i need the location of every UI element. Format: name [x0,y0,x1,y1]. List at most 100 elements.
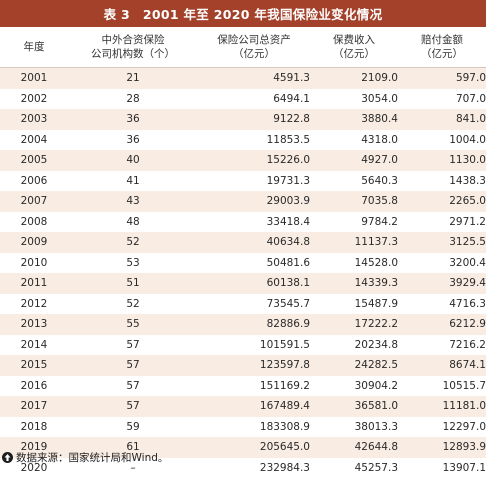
document-root: 表 3 2001 年至 2020 年我国保险业变化情况 年度 中外合资保险公司机… [0,0,486,465]
cell-total-assets: 4591.3 [198,68,310,89]
cell-claims-paid: 7216.2 [398,335,486,356]
cell-year: 2008 [0,212,68,233]
cell-year: 2003 [0,109,68,130]
cell-total-assets: 29003.9 [198,191,310,212]
cell-total-assets: 40634.8 [198,232,310,253]
cell-claims-paid: 12893.9 [398,437,486,458]
cell-jv-insurers: 36 [68,130,198,151]
cell-premium-income: 4927.0 [310,150,398,171]
cell-jv-insurers: 36 [68,109,198,130]
cell-jv-insurers: 48 [68,212,198,233]
cell-jv-insurers: 51 [68,273,198,294]
cell-total-assets: 9122.8 [198,109,310,130]
cell-claims-paid: 11181.0 [398,396,486,417]
cell-premium-income: 30904.2 [310,376,398,397]
cell-total-assets: 151169.2 [198,376,310,397]
cell-claims-paid: 2971.2 [398,212,486,233]
cell-year: 2013 [0,314,68,335]
cell-total-assets: 82886.9 [198,314,310,335]
cell-total-assets: 232984.3 [198,458,310,478]
cell-premium-income: 3054.0 [310,89,398,110]
cell-year: 2012 [0,294,68,315]
cell-premium-income: 3880.4 [310,109,398,130]
cell-jv-insurers: 52 [68,294,198,315]
cell-year: 2007 [0,191,68,212]
cell-jv-insurers: 53 [68,253,198,274]
cell-year: 2009 [0,232,68,253]
cell-jv-insurers: 57 [68,396,198,417]
cell-total-assets: 11853.5 [198,130,310,151]
cell-year: 2004 [0,130,68,151]
cell-year: 2001 [0,68,68,89]
cell-claims-paid: 13907.1 [398,458,486,478]
cell-premium-income: 45257.3 [310,458,398,478]
cell-total-assets: 33418.4 [198,212,310,233]
cell-claims-paid: 2265.0 [398,191,486,212]
up-arrow-circle-icon [2,452,13,463]
cell-claims-paid: 3200.4 [398,253,486,274]
cell-premium-income: 4318.0 [310,130,398,151]
cell-jv-insurers: 28 [68,89,198,110]
cell-claims-paid: 597.0 [398,68,486,89]
cell-jv-insurers: 57 [68,355,198,376]
cell-total-assets: 19731.3 [198,171,310,192]
cell-total-assets: 123597.8 [198,355,310,376]
cell-premium-income: 11137.3 [310,232,398,253]
cell-jv-insurers: 59 [68,417,198,438]
cell-jv-insurers: 41 [68,171,198,192]
cell-premium-income: 24282.5 [310,355,398,376]
cell-claims-paid: 6212.9 [398,314,486,335]
cell-premium-income: 36581.0 [310,396,398,417]
cell-claims-paid: 10515.7 [398,376,486,397]
cell-year: 2010 [0,253,68,274]
insurance-table: 年度 中外合资保险公司机构数（个） 保险公司总资产（亿元） 保费收入（亿元） 赔… [0,27,486,478]
cell-total-assets: 73545.7 [198,294,310,315]
cell-year: 2005 [0,150,68,171]
cell-total-assets: 183308.9 [198,417,310,438]
cell-total-assets: 101591.5 [198,335,310,356]
cell-claims-paid: 707.0 [398,89,486,110]
cell-jv-insurers: 57 [68,376,198,397]
cell-claims-paid: 4716.3 [398,294,486,315]
cell-premium-income: 14339.3 [310,273,398,294]
cell-claims-paid: 3125.5 [398,232,486,253]
cell-jv-insurers: 40 [68,150,198,171]
cell-total-assets: 15226.0 [198,150,310,171]
cell-premium-income: 42644.8 [310,437,398,458]
cell-jv-insurers: 52 [68,232,198,253]
cell-jv-insurers: 55 [68,314,198,335]
header-year: 年度 [0,27,68,68]
table-header-row: 年度 中外合资保险公司机构数（个） 保险公司总资产（亿元） 保费收入（亿元） 赔… [0,27,486,68]
cell-year: 2002 [0,89,68,110]
cell-year: 2018 [0,417,68,438]
cell-jv-insurers: 57 [68,335,198,356]
cell-claims-paid: 1004.0 [398,130,486,151]
cell-total-assets: 205645.0 [198,437,310,458]
source-note: 数据来源：国家统计局和Wind。 [2,449,168,465]
cell-premium-income: 7035.8 [310,191,398,212]
table-title: 表 3 2001 年至 2020 年我国保险业变化情况 [0,0,486,27]
cell-total-assets: 60138.1 [198,273,310,294]
cell-claims-paid: 12297.0 [398,417,486,438]
cell-premium-income: 2109.0 [310,68,398,89]
cell-jv-insurers: 21 [68,68,198,89]
source-text: 数据来源：国家统计局和Wind。 [16,450,168,465]
cell-total-assets: 167489.4 [198,396,310,417]
cell-claims-paid: 1438.3 [398,171,486,192]
